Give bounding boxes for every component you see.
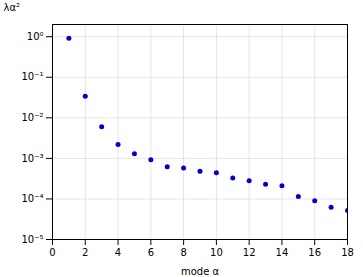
svg-text:10⁻⁵: 10⁻⁵: [21, 234, 43, 245]
svg-text:10⁻⁴: 10⁻⁴: [21, 193, 43, 204]
svg-text:4: 4: [115, 247, 121, 258]
svg-text:2: 2: [82, 247, 88, 258]
svg-text:λα²: λα²: [4, 2, 21, 13]
svg-text:10⁻³: 10⁻³: [21, 153, 43, 164]
svg-text:10⁻²: 10⁻²: [21, 112, 43, 123]
svg-text:8: 8: [180, 247, 186, 258]
svg-text:10⁻¹: 10⁻¹: [21, 71, 43, 82]
svg-text:0: 0: [49, 247, 55, 258]
svg-text:10⁰: 10⁰: [27, 31, 44, 42]
svg-text:14: 14: [276, 247, 289, 258]
svg-text:12: 12: [243, 247, 256, 258]
svg-text:6: 6: [148, 247, 154, 258]
svg-text:10: 10: [210, 247, 223, 258]
svg-text:16: 16: [308, 247, 321, 258]
svg-text:18: 18: [341, 247, 354, 258]
svg-text:mode α: mode α: [181, 266, 220, 277]
